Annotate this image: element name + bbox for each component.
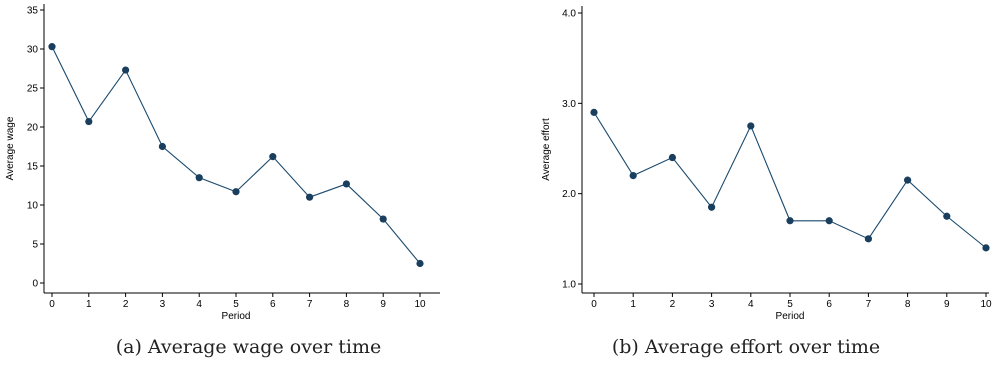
y-tick-label: 20 <box>27 123 39 134</box>
x-tick-label: 2 <box>670 299 676 310</box>
data-point <box>590 108 598 116</box>
caption-wage: (a) Average wage over time <box>115 336 382 358</box>
x-tick-label: 8 <box>344 299 350 310</box>
x-tick-label: 4 <box>196 299 202 310</box>
data-point <box>158 142 166 151</box>
effort-chart: 1.0 2.0 3.0 4.0 0 1 2 3 4 5 6 7 8 9 10 Period Average ef… <box>541 6 992 322</box>
data-point <box>786 217 794 225</box>
y-tick-label: 2.0 <box>562 189 576 200</box>
y-tick-label: 4.0 <box>562 9 576 20</box>
x-tick-label: 5 <box>233 299 239 310</box>
x-tick-label: 9 <box>944 299 950 310</box>
x-tick-label: 6 <box>270 299 276 310</box>
data-point <box>982 244 990 252</box>
data-point <box>629 172 637 180</box>
y-tick-label: 30 <box>27 45 39 56</box>
y-tick-label: 10 <box>27 201 39 212</box>
x-tick-label: 3 <box>160 299 166 310</box>
x-tick-label: 2 <box>123 299 129 310</box>
data-point <box>864 235 872 243</box>
y-tick-label: 1.0 <box>562 280 576 291</box>
x-tick-label: 1 <box>86 299 92 310</box>
chart-panel-effort: 1.0 2.0 3.0 4.0 0 1 2 3 4 5 6 7 8 9 10 Period Average ef… <box>497 0 995 381</box>
x-tick-label: 0 <box>591 299 597 310</box>
y-tick-label: 3.0 <box>562 99 576 110</box>
wage-chart: 0 5 10 15 20 25 30 35 0 1 2 3 4 5 6 7 8 9 10 Period Average … <box>5 4 440 322</box>
data-point <box>708 203 716 211</box>
data-point <box>342 180 350 188</box>
x-tick-label: 3 <box>709 299 715 310</box>
data-point <box>48 43 56 51</box>
series-line <box>593 112 987 249</box>
data-point <box>306 193 314 201</box>
y-axis-title: Average wage <box>5 116 16 180</box>
x-tick-label: 1 <box>630 299 636 310</box>
x-tick-label: 8 <box>905 299 911 310</box>
chart-panel-wage: 0 5 10 15 20 25 30 35 0 1 2 3 4 5 6 7 8 9 10 Period Average … <box>0 0 497 381</box>
x-tick-label: 10 <box>980 299 992 310</box>
data-point <box>195 174 203 182</box>
x-axis-title: Period <box>776 311 805 322</box>
data-point <box>232 188 240 196</box>
y-tick-label: 0 <box>32 279 38 290</box>
y-tick-label: 25 <box>27 84 39 95</box>
x-tick-label: 7 <box>307 299 313 310</box>
x-tick-label: 7 <box>866 299 872 310</box>
caption-effort: (b) Average effort over time <box>611 336 881 358</box>
data-point <box>747 122 755 130</box>
data-point <box>269 153 277 161</box>
x-tick-label: 9 <box>380 299 386 310</box>
x-tick-label: 0 <box>49 299 55 310</box>
series-line <box>51 46 421 264</box>
data-point <box>416 259 424 268</box>
x-axis-title: Period <box>222 311 251 322</box>
data-point <box>85 117 93 126</box>
x-tick-label: 5 <box>787 299 793 310</box>
data-point <box>943 212 951 220</box>
data-point <box>904 176 912 184</box>
data-point <box>825 217 833 225</box>
data-point <box>379 215 387 223</box>
y-tick-label: 5 <box>32 240 38 251</box>
x-tick-label: 10 <box>414 299 426 310</box>
data-point <box>668 153 676 162</box>
x-tick-label: 6 <box>826 299 832 310</box>
y-tick-label: 35 <box>27 6 39 17</box>
y-axis-title: Average effort <box>541 118 552 181</box>
y-tick-label: 15 <box>27 162 39 173</box>
x-tick-label: 4 <box>748 299 754 310</box>
data-point <box>122 66 130 74</box>
